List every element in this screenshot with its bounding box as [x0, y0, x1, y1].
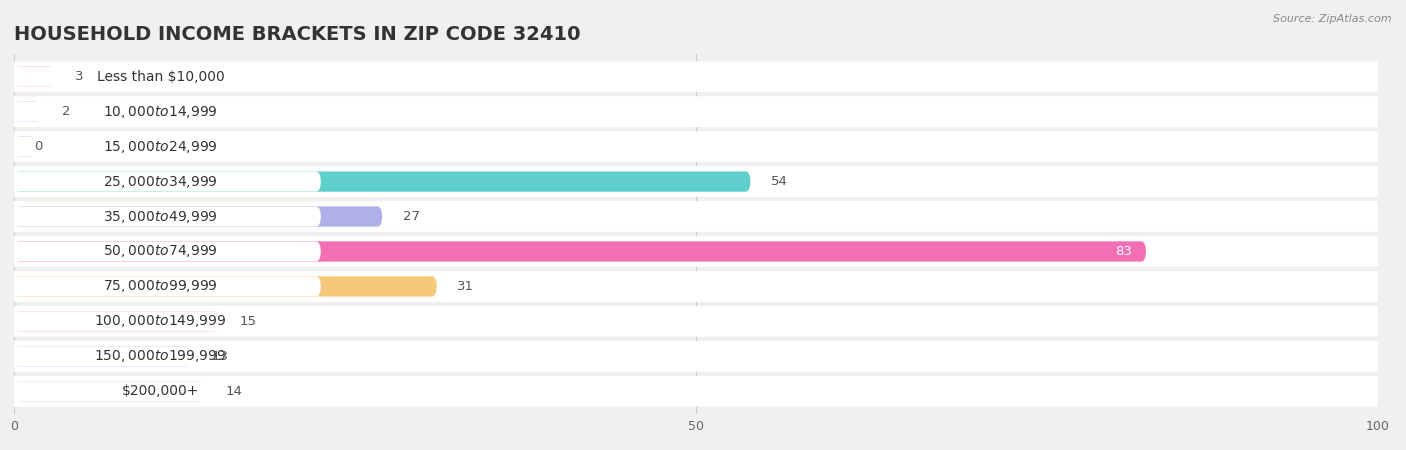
FancyBboxPatch shape: [0, 137, 321, 157]
Text: $150,000 to $199,999: $150,000 to $199,999: [94, 348, 226, 364]
Text: 15: 15: [239, 315, 256, 328]
Text: $50,000 to $74,999: $50,000 to $74,999: [103, 243, 218, 260]
FancyBboxPatch shape: [14, 166, 1378, 197]
Text: 3: 3: [76, 70, 84, 83]
FancyBboxPatch shape: [14, 171, 751, 192]
FancyBboxPatch shape: [0, 102, 321, 122]
Text: $75,000 to $99,999: $75,000 to $99,999: [103, 279, 218, 294]
FancyBboxPatch shape: [14, 61, 1378, 92]
FancyBboxPatch shape: [14, 67, 55, 87]
FancyBboxPatch shape: [14, 236, 1378, 267]
FancyBboxPatch shape: [14, 311, 219, 332]
FancyBboxPatch shape: [14, 131, 1378, 162]
Text: $25,000 to $34,999: $25,000 to $34,999: [103, 174, 218, 189]
FancyBboxPatch shape: [0, 276, 321, 297]
Text: 54: 54: [770, 175, 787, 188]
FancyBboxPatch shape: [14, 346, 191, 366]
FancyBboxPatch shape: [14, 201, 1378, 232]
FancyBboxPatch shape: [0, 242, 321, 261]
FancyBboxPatch shape: [0, 171, 321, 192]
Text: $35,000 to $49,999: $35,000 to $49,999: [103, 208, 218, 225]
Text: $100,000 to $149,999: $100,000 to $149,999: [94, 313, 226, 329]
FancyBboxPatch shape: [0, 346, 321, 366]
Text: HOUSEHOLD INCOME BRACKETS IN ZIP CODE 32410: HOUSEHOLD INCOME BRACKETS IN ZIP CODE 32…: [14, 25, 581, 44]
FancyBboxPatch shape: [14, 96, 1378, 127]
Text: 31: 31: [457, 280, 474, 293]
FancyBboxPatch shape: [0, 207, 321, 226]
FancyBboxPatch shape: [14, 207, 382, 227]
FancyBboxPatch shape: [14, 136, 35, 157]
Text: 27: 27: [402, 210, 420, 223]
Text: 83: 83: [1115, 245, 1132, 258]
Text: 14: 14: [225, 385, 242, 398]
FancyBboxPatch shape: [14, 376, 1378, 407]
FancyBboxPatch shape: [14, 381, 205, 401]
Text: Source: ZipAtlas.com: Source: ZipAtlas.com: [1274, 14, 1392, 23]
Text: 0: 0: [35, 140, 44, 153]
FancyBboxPatch shape: [14, 271, 1378, 302]
FancyBboxPatch shape: [0, 311, 321, 331]
Text: $10,000 to $14,999: $10,000 to $14,999: [103, 104, 218, 120]
FancyBboxPatch shape: [14, 241, 1146, 261]
FancyBboxPatch shape: [14, 102, 41, 122]
FancyBboxPatch shape: [0, 381, 321, 401]
Text: $15,000 to $24,999: $15,000 to $24,999: [103, 139, 218, 155]
Text: Less than $10,000: Less than $10,000: [97, 70, 225, 84]
Text: 2: 2: [62, 105, 70, 118]
FancyBboxPatch shape: [14, 341, 1378, 372]
FancyBboxPatch shape: [14, 306, 1378, 337]
FancyBboxPatch shape: [14, 276, 437, 297]
Text: 13: 13: [212, 350, 229, 363]
Text: $200,000+: $200,000+: [122, 384, 200, 398]
FancyBboxPatch shape: [0, 67, 321, 87]
